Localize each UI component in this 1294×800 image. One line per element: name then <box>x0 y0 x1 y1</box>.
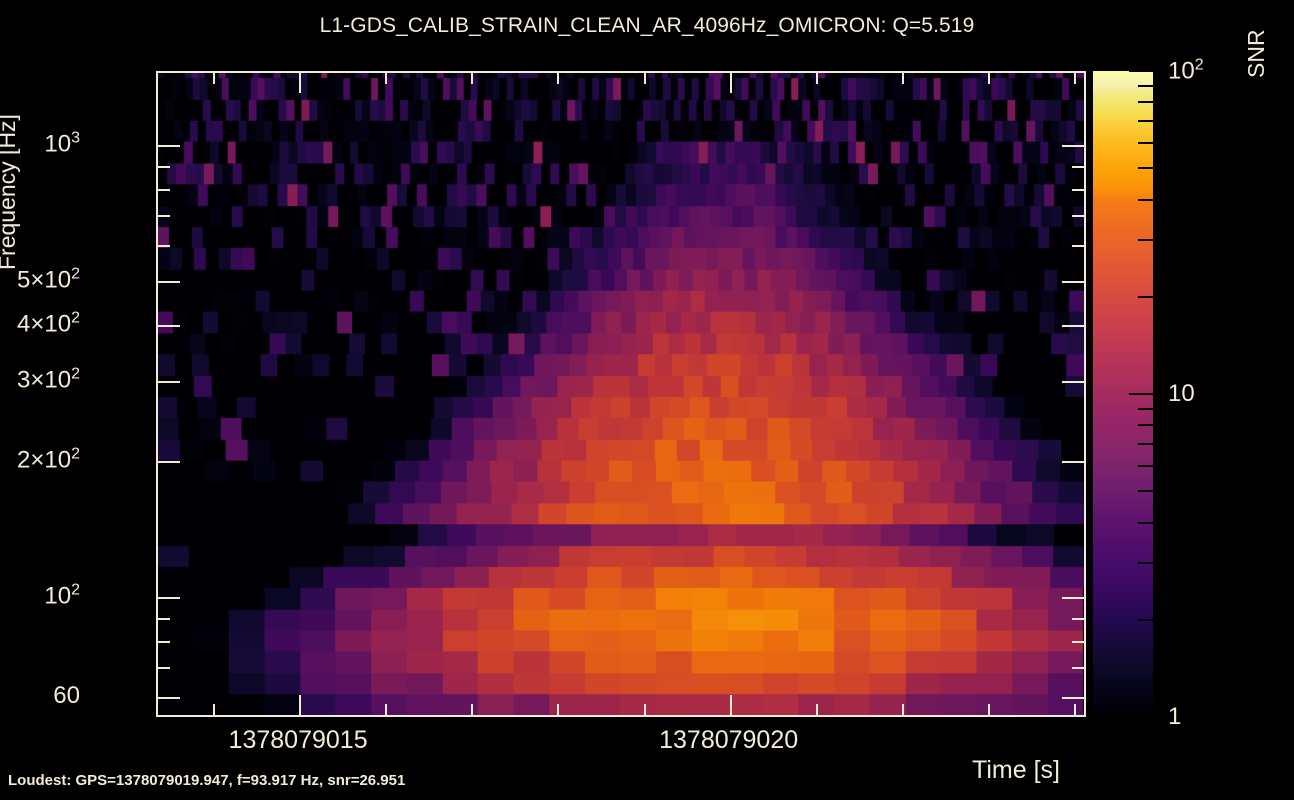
y-axis-tick <box>158 667 170 670</box>
y-axis-tick <box>1062 381 1084 384</box>
x-axis-tick <box>729 695 732 715</box>
x-axis-tick <box>212 704 215 715</box>
y-axis-tick <box>158 188 170 191</box>
y-axis-tick <box>1062 281 1084 284</box>
colorbar-tick <box>1138 618 1153 621</box>
y-axis-tick <box>1062 597 1084 600</box>
x-axis-tick <box>643 704 646 715</box>
x-axis-tick <box>212 73 215 84</box>
x-axis-tick <box>299 695 302 715</box>
colorbar-tick <box>1138 198 1153 201</box>
y-axis-tick-label: 60 <box>53 682 80 710</box>
y-axis-tick <box>158 697 180 700</box>
x-axis-tick-label: 1378079015 <box>228 726 368 754</box>
x-axis-tick <box>385 73 388 84</box>
colorbar-tick <box>1129 716 1153 718</box>
x-axis-tick <box>815 73 818 84</box>
y-axis-tick <box>1062 324 1084 327</box>
colorbar-tick <box>1138 407 1153 410</box>
x-axis-tick-label: 1378079020 <box>659 726 799 754</box>
x-axis-tick <box>901 704 904 715</box>
colorbar-tick <box>1138 424 1153 427</box>
colorbar-tick <box>1138 141 1153 144</box>
y-axis-tick <box>158 214 170 217</box>
x-axis-tick <box>987 73 990 84</box>
y-axis-tick <box>1072 640 1084 643</box>
x-axis-tick <box>815 704 818 715</box>
colorbar[interactable] <box>1093 70 1153 718</box>
y-axis-tick <box>1062 144 1084 147</box>
x-axis-tick <box>471 73 474 84</box>
colorbar-tick <box>1138 101 1153 104</box>
y-axis-tick <box>1062 697 1084 700</box>
x-axis-title: Time [s] <box>972 756 1060 784</box>
y-axis-tick-label: 2×102 <box>17 445 80 474</box>
y-axis-tick <box>158 460 180 463</box>
colorbar-tick <box>1138 464 1153 467</box>
y-axis-tick-label: 102 <box>44 581 80 610</box>
colorbar-tick <box>1138 561 1153 564</box>
y-axis-tick-label: 5×102 <box>17 265 80 294</box>
x-axis-tick <box>1074 704 1077 715</box>
y-axis-tick <box>158 281 180 284</box>
y-axis-tick <box>1072 214 1084 217</box>
spectrogram-plot-area[interactable] <box>156 71 1086 717</box>
colorbar-tick <box>1138 443 1153 446</box>
colorbar-tick <box>1129 70 1153 72</box>
y-axis-tick-label: 3×102 <box>17 365 80 394</box>
colorbar-tick <box>1138 521 1153 524</box>
y-axis-tick <box>158 165 170 168</box>
y-axis-tick <box>158 245 170 248</box>
x-axis-tick <box>901 73 904 84</box>
y-axis-tick <box>158 640 170 643</box>
colorbar-tick <box>1138 120 1153 123</box>
x-axis-tick <box>299 73 302 93</box>
page-title: L1-GDS_CALIB_STRAIN_CLEAN_AR_4096Hz_OMIC… <box>319 14 975 37</box>
colorbar-tick <box>1138 238 1153 241</box>
y-axis-tick <box>1072 245 1084 248</box>
x-axis-tick <box>557 73 560 84</box>
colorbar-tick-label: 102 <box>1168 56 1204 85</box>
y-axis-tick-label: 4×102 <box>17 309 80 338</box>
y-axis-tick <box>1072 667 1084 670</box>
colorbar-tick <box>1129 393 1153 395</box>
colorbar-tick <box>1138 84 1153 87</box>
y-axis-title: Frequency [Hz] <box>0 114 20 270</box>
loudest-event-caption: Loudest: GPS=1378079019.947, f=93.917 Hz… <box>8 772 406 789</box>
y-axis-tick <box>158 144 180 147</box>
y-axis-tick-label: 103 <box>44 129 80 158</box>
x-axis-tick <box>557 704 560 715</box>
y-axis-tick <box>158 324 180 327</box>
y-axis-tick <box>1062 460 1084 463</box>
x-axis-tick <box>471 704 474 715</box>
y-axis-tick <box>158 381 180 384</box>
x-axis-tick <box>1074 73 1077 84</box>
y-axis-tick <box>158 617 170 620</box>
y-axis-tick <box>1072 165 1084 168</box>
colorbar-tick-label: 10 <box>1168 380 1195 407</box>
y-axis-tick <box>1072 617 1084 620</box>
y-axis-tick <box>158 597 180 600</box>
x-axis-tick <box>385 704 388 715</box>
x-axis-tick <box>643 73 646 84</box>
colorbar-tick <box>1138 295 1153 298</box>
colorbar-tick <box>1138 167 1153 170</box>
colorbar-title: SNR <box>1243 29 1269 78</box>
x-axis-tick <box>729 73 732 93</box>
colorbar-tick <box>1138 490 1153 493</box>
x-axis-tick <box>987 704 990 715</box>
y-axis-tick <box>1072 188 1084 191</box>
spectrogram-image <box>158 73 1084 715</box>
colorbar-tick-label: 1 <box>1168 703 1182 730</box>
